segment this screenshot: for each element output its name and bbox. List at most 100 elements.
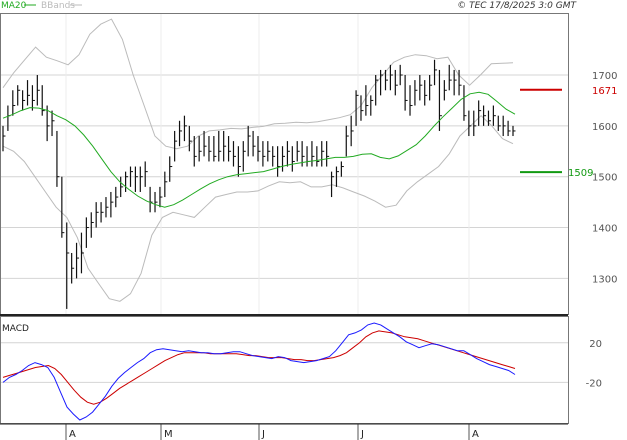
price-bar xyxy=(139,166,143,192)
price-bar xyxy=(198,136,202,162)
price-bar xyxy=(218,130,222,162)
support-label: 1509 xyxy=(568,168,593,179)
price-tick-label: 1700 xyxy=(592,71,617,82)
x-tick-label: A xyxy=(69,429,76,440)
price-bar xyxy=(134,166,138,192)
price-bar xyxy=(129,166,133,187)
price-bar xyxy=(223,130,227,162)
macd-grid xyxy=(0,342,568,383)
price-bar xyxy=(330,171,335,198)
price-bar xyxy=(512,125,516,137)
bbands-lower-line xyxy=(2,115,514,302)
macd-title: MACD xyxy=(2,324,29,334)
price-bar xyxy=(174,130,178,162)
price-bar xyxy=(478,100,482,126)
price-bar xyxy=(164,171,168,198)
price-panel-frame xyxy=(0,13,569,315)
price-bar xyxy=(502,115,506,137)
price-bar xyxy=(419,75,423,101)
price-bar xyxy=(183,115,187,142)
price-bar xyxy=(262,141,266,167)
price-bar xyxy=(370,95,374,116)
price-bar xyxy=(120,176,124,198)
price-bar xyxy=(193,136,197,167)
price-bar xyxy=(311,141,315,167)
price-bar xyxy=(379,69,384,96)
price-bar xyxy=(144,161,148,187)
ma20-line-path xyxy=(2,91,516,208)
price-bar xyxy=(384,69,388,91)
price-bar xyxy=(296,141,300,162)
macd-tick-label: 20 xyxy=(589,339,602,350)
price-bar xyxy=(85,217,89,248)
price-bar xyxy=(154,191,158,213)
price-bar xyxy=(105,197,109,218)
price-tick-label: 1600 xyxy=(592,122,617,133)
price-bar xyxy=(188,125,192,152)
price-bar xyxy=(7,105,11,131)
price-bar xyxy=(56,130,60,187)
price-bar xyxy=(110,191,114,218)
price-bar xyxy=(26,80,31,106)
price-bar xyxy=(242,141,246,172)
price-bar xyxy=(375,75,379,106)
price-bar xyxy=(257,136,261,162)
price-bar xyxy=(80,232,84,274)
price-bar xyxy=(404,75,408,111)
price-bar xyxy=(178,120,183,147)
price-bar xyxy=(409,85,413,116)
price-bar xyxy=(12,90,16,116)
price-tick-label: 1300 xyxy=(592,274,617,285)
price-bar xyxy=(487,110,491,126)
price-bar xyxy=(247,125,251,157)
price-bar xyxy=(51,110,55,137)
x-tick-label: A xyxy=(472,429,479,440)
price-bar xyxy=(340,161,344,177)
macd-lines xyxy=(2,322,516,421)
price-bar xyxy=(350,115,354,147)
price-bar xyxy=(497,115,501,131)
price-bar xyxy=(227,136,232,162)
bbands-upper-line xyxy=(2,18,514,150)
price-bar xyxy=(286,141,290,167)
price-bar xyxy=(335,166,339,187)
level-markers: 1671 1509 xyxy=(520,86,617,179)
price-bar xyxy=(281,146,286,172)
price-bar xyxy=(414,80,418,106)
price-bar xyxy=(169,156,173,182)
price-bar xyxy=(61,176,65,238)
price-bar xyxy=(443,80,447,101)
price-bar xyxy=(66,222,70,309)
price-bar xyxy=(306,146,310,167)
price-bar xyxy=(267,141,271,162)
macd-tick-label: -20 xyxy=(586,378,602,389)
price-bar xyxy=(2,125,6,152)
price-bar xyxy=(124,171,129,192)
price-bar xyxy=(438,69,442,131)
price-bar xyxy=(453,69,457,96)
price-bar xyxy=(36,75,40,106)
price-bar xyxy=(22,90,26,111)
price-bar xyxy=(90,212,94,238)
price-bar xyxy=(326,141,330,167)
price-bar xyxy=(389,64,393,91)
price-bar xyxy=(482,105,487,126)
macd-signal-line xyxy=(2,330,516,405)
legend-bbands: BBands xyxy=(41,1,75,11)
price-bar xyxy=(458,69,462,96)
x-tick-label: J xyxy=(261,429,265,440)
price-bar xyxy=(321,141,325,167)
price-bar xyxy=(355,90,359,126)
price-bar xyxy=(159,186,163,208)
price-bar xyxy=(149,186,153,213)
price-bar xyxy=(203,130,207,157)
price-bar xyxy=(316,146,320,167)
price-bar xyxy=(399,64,403,86)
price-bar xyxy=(291,146,295,172)
axis-labels: 1700 1600 1500 1400 1300 20 -20 A M J J A xyxy=(65,71,617,440)
macd-panel-frame xyxy=(0,316,569,424)
price-bar xyxy=(237,146,241,177)
legend-ma20: MA20 xyxy=(1,1,27,11)
price-bar xyxy=(360,95,364,121)
price-bar xyxy=(208,136,212,162)
